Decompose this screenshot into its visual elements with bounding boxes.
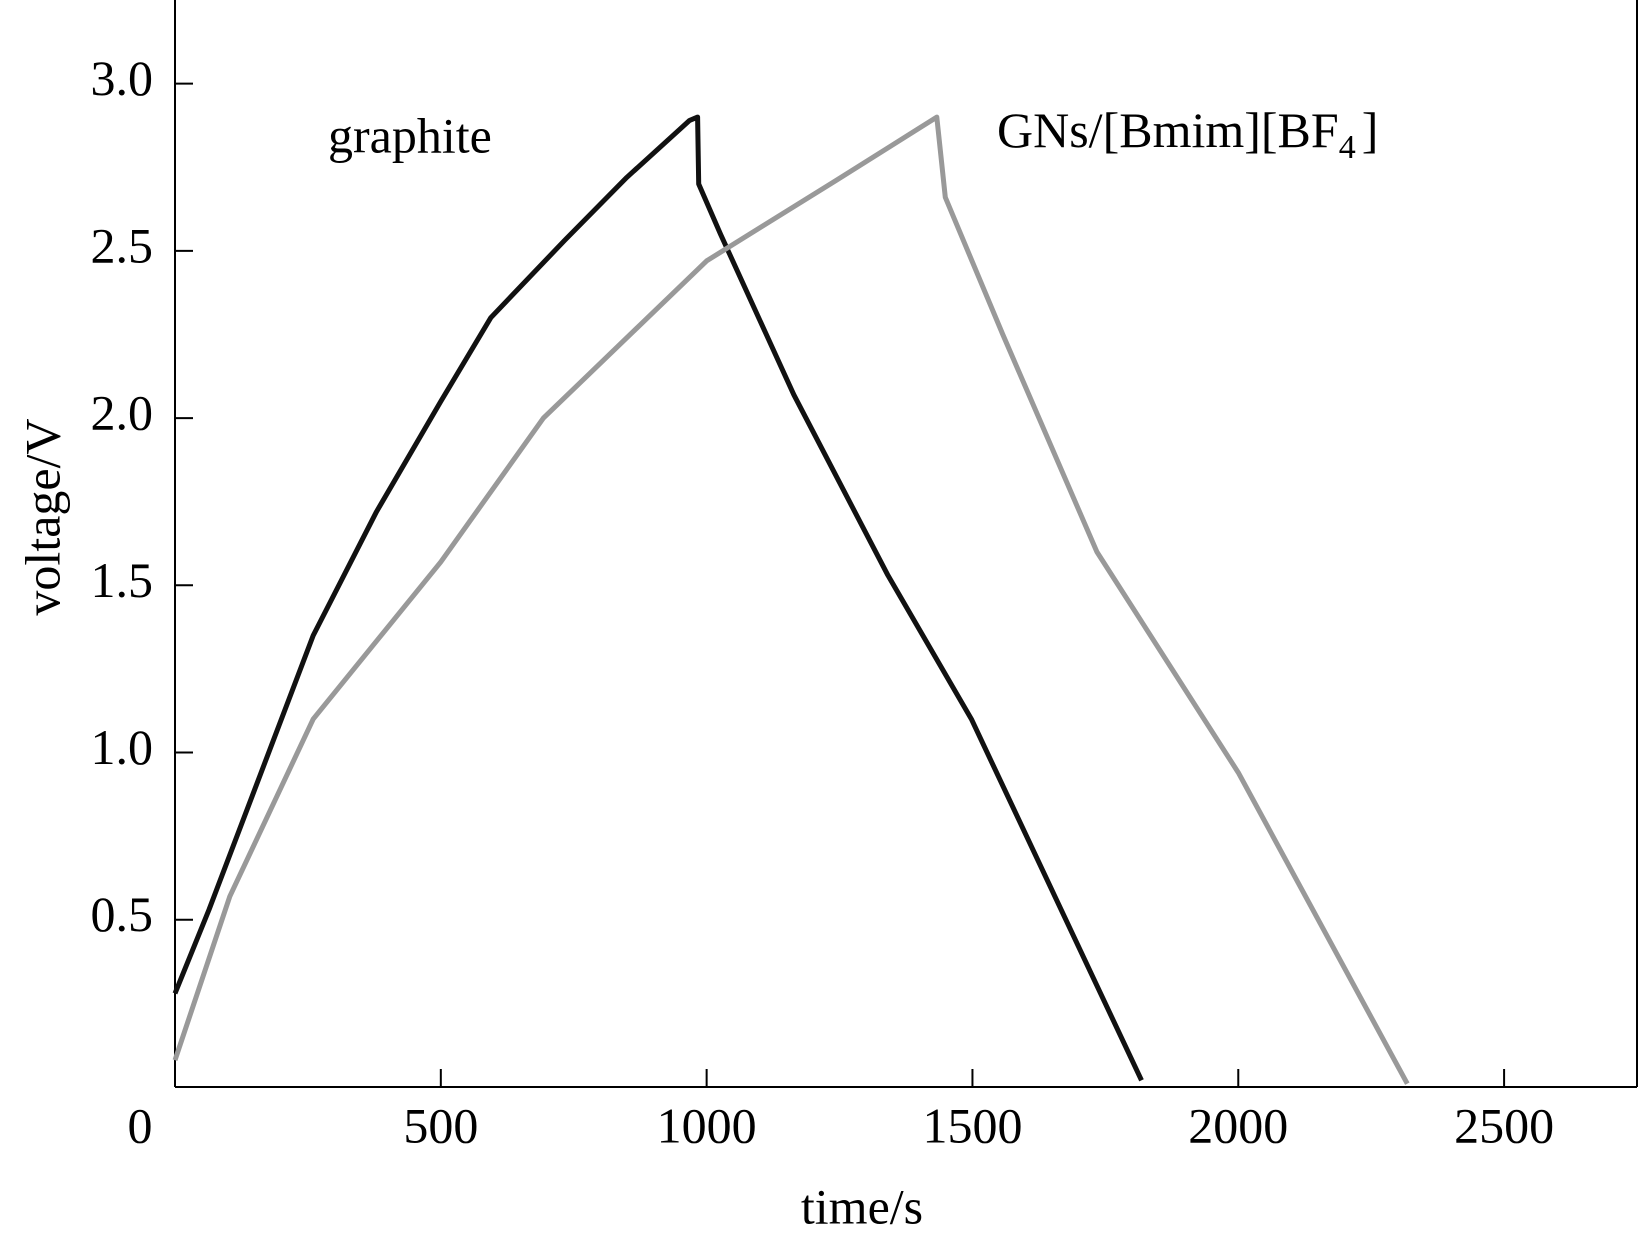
y-tick-label: 1.0: [91, 719, 154, 775]
annotation-text: GNs/[Bmim][BF: [997, 102, 1339, 158]
annotation-sub: 4: [1339, 129, 1356, 166]
y-tick-label: 2.5: [91, 217, 154, 273]
y-tick-label: 0.5: [91, 886, 154, 942]
x-tick-label: 1000: [657, 1097, 757, 1153]
y-tick-label: 3.0: [91, 50, 154, 106]
annotation-tail: ]: [1362, 102, 1379, 158]
x-tick-label: 500: [403, 1097, 478, 1153]
y-tick-label: 2.0: [91, 385, 154, 441]
x-tick-label: 2000: [1188, 1097, 1288, 1153]
series-line: [172, 114, 1410, 1085]
y-axis-title: voltage/V: [14, 418, 70, 615]
series-line: [172, 114, 1144, 1082]
y-tick-label: 1.5: [91, 552, 154, 608]
x-tick-label: 0: [128, 1097, 153, 1153]
x-axis-title: time/s: [801, 1178, 923, 1234]
annotation: GNs/[Bmim][BF4]: [997, 102, 1378, 165]
x-tick-label: 1500: [922, 1097, 1022, 1153]
x-tick-label: 2500: [1454, 1097, 1554, 1153]
annotation: graphite: [328, 107, 492, 163]
